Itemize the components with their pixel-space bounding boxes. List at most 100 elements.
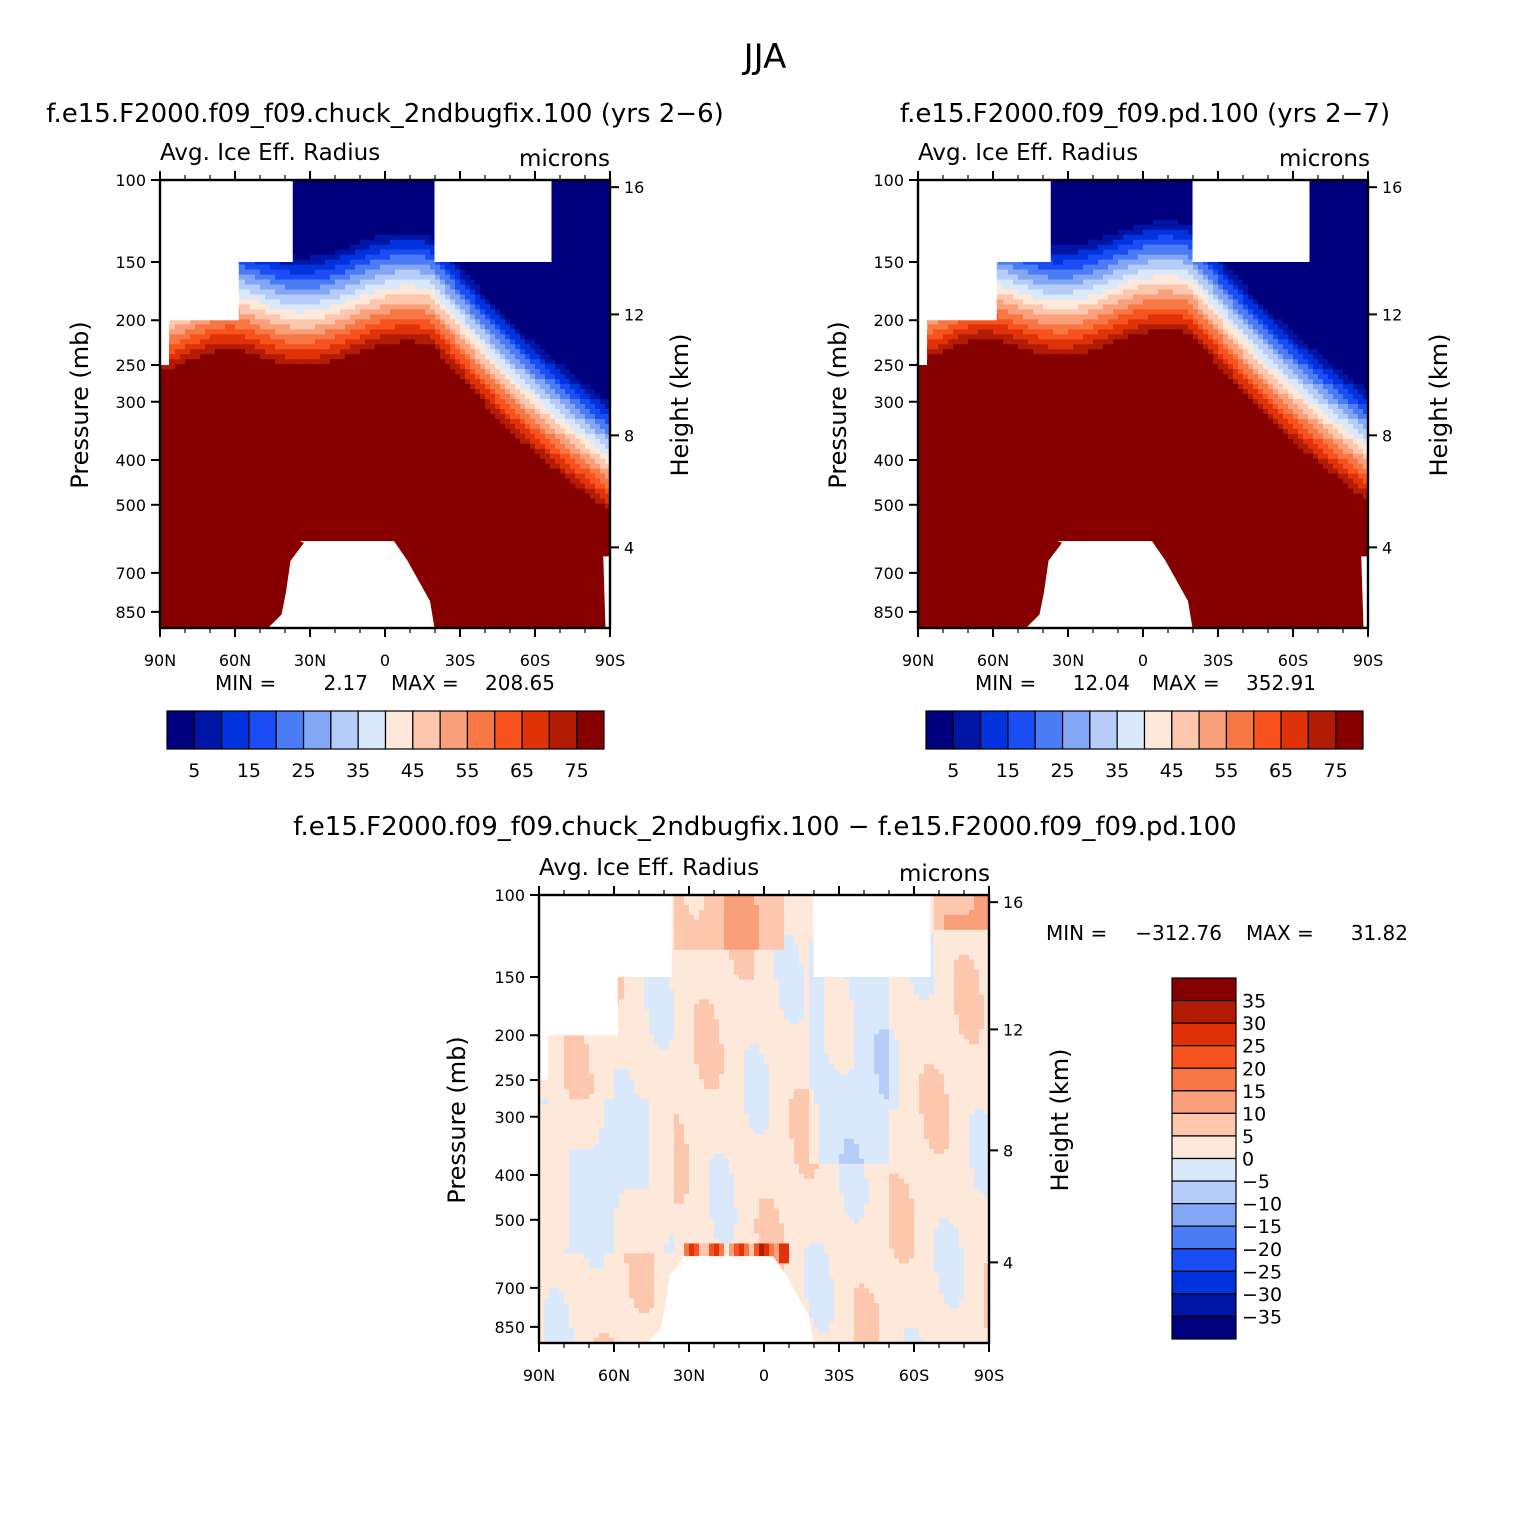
colorbar-swatch — [1171, 1293, 1237, 1318]
missing-data-mask — [813, 895, 931, 977]
panel-difference-right-subtitle: microns — [899, 861, 990, 887]
panel-control-max-value: 352.91 — [1246, 671, 1316, 695]
x-tick-label: 90N — [902, 651, 934, 670]
x-tick-label: 90S — [974, 1366, 1005, 1385]
colorbar-swatch — [221, 710, 250, 750]
pressure-tick-label: 700 — [494, 1279, 525, 1298]
missing-data-mask — [539, 895, 672, 1081]
colorbar-swatch — [275, 710, 305, 750]
panel-difference-min-label: MIN = — [1046, 921, 1107, 945]
colorbar-swatch — [1034, 710, 1064, 750]
pressure-tick-label: 300 — [873, 393, 904, 412]
colorbar-swatch — [412, 710, 441, 750]
colorbar-label: 5 — [1242, 1126, 1254, 1148]
panel-control-right-subtitle: microns — [1279, 146, 1370, 172]
colorbar-label: 75 — [565, 760, 589, 782]
colorbar-label: 75 — [1324, 760, 1348, 782]
colorbar-swatch — [1171, 1315, 1237, 1340]
colorbar-label: 65 — [1269, 760, 1293, 782]
colorbar-swatch — [1171, 1022, 1237, 1047]
colorbar-swatch — [248, 710, 277, 750]
panel-difference-title: f.e15.F2000.f09_f09.chuck_2ndbugfix.100 … — [293, 812, 1236, 842]
x-tick-label: 30S — [1203, 651, 1234, 670]
colorbar-label: 5 — [947, 760, 959, 782]
colorbar-label: 15 — [996, 760, 1020, 782]
missing-data-mask — [434, 180, 552, 262]
panel-case-right-subtitle: microns — [519, 146, 610, 172]
panel-case: f.e15.F2000.f09_f09.chuck_2ndbugfix.100 … — [46, 99, 724, 782]
panel-control-title: f.e15.F2000.f09_f09.pd.100 (yrs 2−7) — [900, 99, 1390, 129]
colorbar-label: 20 — [1242, 1058, 1266, 1080]
colorbar-swatch — [1171, 1180, 1237, 1205]
panel-case-min-value: 2.17 — [323, 671, 368, 695]
colorbar-swatch — [1171, 1112, 1237, 1137]
panel-difference-ylabel: Pressure (mb) — [443, 1036, 471, 1203]
height-tick-label: 16 — [1382, 178, 1402, 197]
x-tick-label: 60S — [520, 651, 551, 670]
x-tick-label: 60S — [899, 1366, 930, 1385]
panel-difference: f.e15.F2000.f09_f09.chuck_2ndbugfix.100 … — [293, 812, 1408, 1385]
colorbar-swatch — [1171, 1090, 1237, 1114]
panel-difference-max-value: 31.82 — [1351, 921, 1408, 945]
panel-difference-plot-area: 90N 60N 30N 0 30S 60S 90S 100 150 200 250 300 400 500… — [494, 886, 1023, 1385]
pressure-tick-label: 300 — [115, 393, 146, 412]
contour-field-control — [918, 180, 1368, 628]
colorbar-swatch — [1061, 710, 1091, 750]
colorbar-label: 25 — [291, 760, 315, 782]
contour-field-case — [160, 180, 610, 628]
panel-control-min-value: 12.04 — [1073, 671, 1130, 695]
pressure-tick-label: 850 — [494, 1318, 525, 1337]
colorbar-label: 10 — [1242, 1103, 1266, 1125]
missing-data-mask — [1026, 541, 1193, 628]
height-tick-label: 4 — [624, 538, 634, 557]
colorbar-label: 0 — [1242, 1149, 1254, 1171]
colorbar-swatch — [1171, 999, 1237, 1024]
colorbar-swatch — [330, 710, 359, 750]
colorbar-swatch — [1307, 710, 1337, 750]
height-tick-label: 12 — [1003, 1020, 1023, 1039]
colorbar-label: 55 — [455, 760, 479, 782]
height-tick-label: 4 — [1382, 538, 1392, 557]
panel-case-min-label: MIN = — [215, 671, 276, 695]
panel-case-max-value: 208.65 — [485, 671, 555, 695]
x-tick-label: 60N — [219, 651, 251, 670]
pressure-tick-label: 200 — [115, 311, 146, 330]
panel-case-ylabel-right: Height (km) — [666, 334, 694, 477]
missing-data-mask — [268, 541, 435, 628]
colorbar-swatch — [1198, 710, 1228, 750]
pressure-tick-label: 250 — [873, 356, 904, 375]
panel-case-left-subtitle: Avg. Ice Eff. Radius — [160, 140, 380, 166]
colorbar-swatch — [1171, 977, 1237, 1002]
x-tick-label: 0 — [380, 651, 390, 670]
panel-control: f.e15.F2000.f09_f09.pd.100 (yrs 2−7) Avg… — [824, 99, 1453, 782]
colorbar-swatch — [1171, 1045, 1237, 1069]
panel-difference-left-subtitle: Avg. Ice Eff. Radius — [539, 855, 759, 881]
pressure-tick-label: 200 — [873, 311, 904, 330]
x-tick-label: 90N — [144, 651, 176, 670]
colorbar-swatch — [1171, 1225, 1237, 1250]
height-tick-label: 16 — [624, 178, 644, 197]
panel-case-ylabel: Pressure (mb) — [66, 321, 94, 488]
x-tick-label: 30S — [824, 1366, 855, 1385]
panel-control-ylabel: Pressure (mb) — [824, 321, 852, 488]
missing-data-mask — [160, 180, 293, 366]
x-tick-label: 90S — [1353, 651, 1384, 670]
pressure-tick-label: 200 — [494, 1026, 525, 1045]
colorbar-swatch — [1143, 710, 1173, 750]
x-tick-label: 30N — [294, 651, 326, 670]
colorbar-label: −35 — [1242, 1306, 1282, 1328]
pressure-tick-label: 400 — [494, 1166, 525, 1185]
colorbar-swatch — [548, 710, 578, 750]
x-tick-label: 0 — [759, 1366, 769, 1385]
colorbar-label: −30 — [1242, 1284, 1282, 1306]
colorbar-swatch — [357, 710, 387, 750]
panel-difference-max-label: MAX = — [1246, 921, 1314, 945]
x-tick-label: 60S — [1278, 651, 1309, 670]
colorbar-swatch — [980, 710, 1009, 750]
height-tick-label: 8 — [624, 426, 634, 445]
colorbar-label: 45 — [401, 760, 425, 782]
x-tick-label: 0 — [1138, 651, 1148, 670]
colorbar-label: −20 — [1242, 1239, 1282, 1261]
colorbar-swatch — [384, 710, 414, 750]
